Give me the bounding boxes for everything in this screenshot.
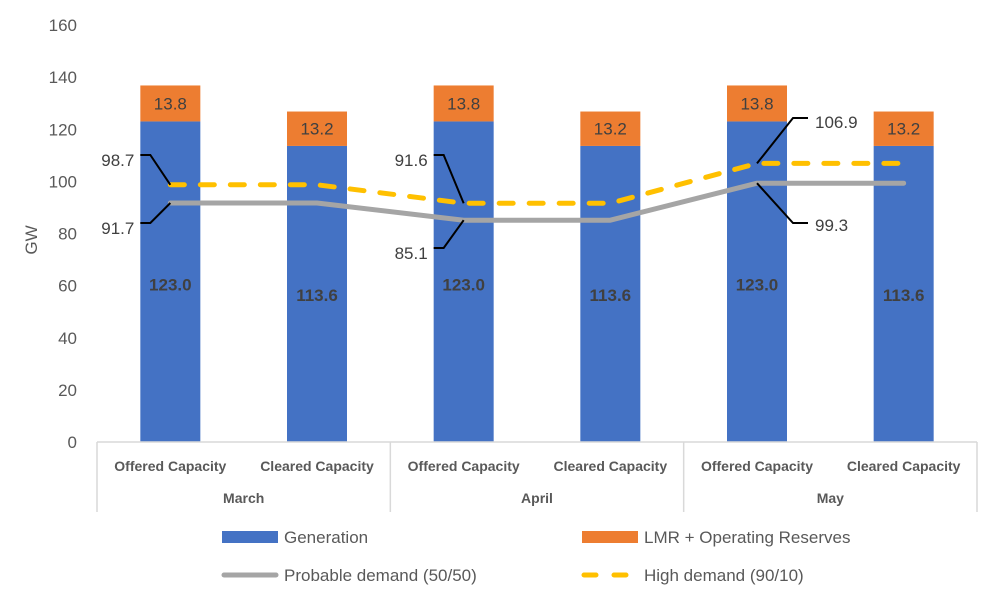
bar-label-reserves: 13.8 <box>447 94 480 113</box>
legend-swatch-generation <box>222 531 278 543</box>
x-group-label: April <box>521 490 553 506</box>
bar-label-reserves: 13.2 <box>594 120 627 139</box>
x-group-label: March <box>223 490 264 506</box>
y-tick-label: 160 <box>49 16 77 35</box>
annotation-leader-line <box>140 202 172 224</box>
demand-lines <box>167 160 907 223</box>
legend-label: Generation <box>284 528 368 547</box>
bar-label-reserves: 13.2 <box>887 120 920 139</box>
bar-reserves <box>287 111 347 146</box>
x-tick-label: Cleared Capacity <box>554 458 668 474</box>
bar-label-generation: 123.0 <box>442 276 485 295</box>
y-tick-label: 100 <box>49 172 77 191</box>
annotation-leader-line <box>140 154 172 186</box>
legend-swatch-reserves <box>582 531 638 543</box>
y-tick-label: 20 <box>58 381 77 400</box>
annotation-leader-line <box>756 182 808 224</box>
bar-label-generation: 113.6 <box>296 286 338 305</box>
annotation-label: 85.1 <box>395 244 428 263</box>
bar-label-reserves: 13.8 <box>740 94 773 113</box>
bar-generation <box>140 121 201 443</box>
annotation-label: 91.6 <box>395 151 428 170</box>
annotation-leader-line <box>433 154 465 204</box>
x-tick-label: Offered Capacity <box>408 458 520 474</box>
bar-generation <box>727 121 787 443</box>
y-tick-label: 140 <box>49 68 77 87</box>
line-probable-demand <box>167 180 907 223</box>
x-tick-label: Offered Capacity <box>701 458 813 474</box>
bar-label-generation: 113.6 <box>883 286 925 305</box>
bar-label-generation: 123.0 <box>736 276 779 295</box>
y-axis: 0 20 40 60 80 100 120 140 160 <box>49 16 77 452</box>
bar-label-generation: 113.6 <box>590 286 632 305</box>
x-group-label: May <box>817 490 844 506</box>
legend: Generation LMR + Operating Reserves Probab… <box>221 528 850 585</box>
bar-generation <box>433 121 494 443</box>
annotations: 98.7 91.7 91.6 85.1 106.9 99.3 <box>101 113 857 263</box>
y-tick-label: 120 <box>49 120 77 139</box>
bar-reserves <box>727 85 787 122</box>
bar-generation <box>873 145 934 442</box>
bar-reserves <box>433 85 494 122</box>
annotation-label: 106.9 <box>815 113 858 132</box>
bar-reserves <box>873 111 934 146</box>
x-tick-label: Offered Capacity <box>114 458 226 474</box>
legend-label: LMR + Operating Reserves <box>644 528 850 547</box>
y-tick-label: 80 <box>58 225 77 244</box>
annotation-label: 99.3 <box>815 216 848 235</box>
bar-reserves <box>140 85 201 122</box>
x-tick-label: Cleared Capacity <box>260 458 374 474</box>
legend-label: Probable demand (50/50) <box>284 566 477 585</box>
x-axis: Offered Capacity Cleared Capacity Offered … <box>96 441 978 512</box>
y-tick-label: 40 <box>58 329 77 348</box>
x-tick-label: Cleared Capacity <box>847 458 961 474</box>
annotation-leader-line <box>756 117 808 165</box>
bar-label-reserves: 13.8 <box>154 94 187 113</box>
bar-reserves <box>580 111 641 146</box>
line-high-demand <box>167 160 907 206</box>
annotation-label: 98.7 <box>101 151 134 170</box>
bar-label-reserves: 13.2 <box>300 120 333 139</box>
bar-label-generation: 123.0 <box>149 276 192 295</box>
y-tick-label: 0 <box>68 433 77 452</box>
y-tick-label: 60 <box>58 277 77 296</box>
bar-generation <box>287 145 347 442</box>
y-axis-label: GW <box>22 225 41 254</box>
legend-label: High demand (90/10) <box>644 566 804 585</box>
annotation-label: 91.7 <box>101 219 134 238</box>
bars: 123.0 13.8 113.6 13.2 123.0 13.8 113.6 13.2 123.… <box>140 85 934 443</box>
annotation-leader-line <box>433 219 465 249</box>
